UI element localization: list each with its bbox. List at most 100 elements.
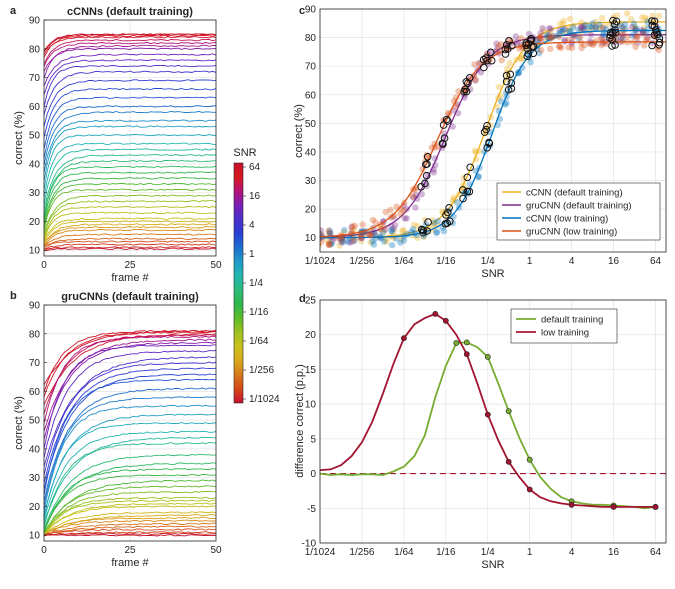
data-point bbox=[471, 61, 478, 68]
data-point bbox=[560, 26, 567, 33]
data-point bbox=[472, 77, 479, 84]
panel-c-xticks: 1/1024 1/256 1/64 1/16 1/4 1 4 16 64 bbox=[305, 256, 662, 267]
data-point bbox=[389, 225, 397, 232]
highlighted-point bbox=[611, 26, 619, 34]
series-line bbox=[44, 171, 216, 222]
series-line bbox=[44, 177, 216, 225]
data-point bbox=[589, 20, 596, 27]
series-line bbox=[44, 38, 216, 65]
y-tick-label: 60 bbox=[305, 90, 317, 101]
legend-label: cCNN (low training) bbox=[526, 214, 608, 225]
data-point bbox=[536, 34, 543, 42]
panel-a-xticks: 0 25 50 bbox=[41, 260, 222, 271]
highlighted-point bbox=[610, 20, 619, 28]
panel-d-axes-box bbox=[319, 299, 667, 544]
data-point bbox=[630, 20, 638, 27]
highlighted-point bbox=[464, 79, 472, 87]
series-line bbox=[44, 247, 216, 252]
data-point bbox=[397, 205, 404, 212]
panel-b-title: gruCNNs (default training) bbox=[61, 291, 199, 303]
data-point bbox=[326, 230, 333, 237]
highlighted-point bbox=[443, 117, 452, 125]
data-point bbox=[326, 227, 333, 234]
series-line bbox=[44, 505, 216, 536]
data-point bbox=[624, 10, 631, 17]
data-point bbox=[400, 226, 407, 234]
panel-a-ylabel: correct (%) bbox=[13, 111, 25, 165]
data-point bbox=[641, 24, 648, 31]
data-point bbox=[598, 42, 605, 49]
data-point bbox=[556, 20, 564, 27]
series-line bbox=[44, 387, 216, 502]
x-tick-label: 1/256 bbox=[349, 256, 374, 267]
fit-curve bbox=[320, 41, 666, 238]
data-point bbox=[400, 202, 407, 209]
series-line bbox=[44, 41, 216, 67]
data-point bbox=[440, 227, 448, 235]
difference-marker bbox=[568, 501, 575, 508]
data-point bbox=[390, 227, 398, 234]
data-point bbox=[560, 28, 567, 36]
data-point bbox=[358, 235, 365, 242]
data-point bbox=[537, 29, 544, 37]
data-point bbox=[392, 222, 399, 229]
data-point bbox=[400, 207, 407, 214]
highlighted-point bbox=[524, 50, 533, 58]
data-point bbox=[556, 30, 563, 37]
series-line bbox=[44, 220, 216, 244]
y-tick-label: 70 bbox=[29, 73, 41, 84]
y-tick-label: 20 bbox=[29, 502, 41, 513]
data-point bbox=[366, 232, 374, 239]
colorbar-ticks: 64 16 4 1 1/4 1/16 1/64 1/256 1/1024 bbox=[243, 162, 280, 405]
highlighted-point bbox=[463, 173, 472, 182]
panel-d: -10 -5 0 5 10 15 20 25 1/1024 1/256 1/64 1/16 1/4 1 4… bbox=[294, 296, 667, 571]
panel-label-a: a bbox=[10, 5, 17, 17]
series-line bbox=[44, 246, 216, 252]
data-point bbox=[601, 22, 608, 30]
panel-d-xticks: 1/1024 1/256 1/64 1/16 1/4 1 4 16 64 bbox=[305, 547, 662, 558]
data-point bbox=[380, 238, 388, 245]
data-point bbox=[497, 41, 504, 48]
data-point bbox=[320, 230, 324, 238]
data-point bbox=[327, 240, 334, 248]
data-point bbox=[325, 240, 332, 247]
x-tick-label: 1/16 bbox=[436, 547, 456, 558]
series-line bbox=[44, 53, 216, 87]
series-line bbox=[44, 159, 216, 216]
highlighted-point bbox=[485, 138, 493, 147]
series-line bbox=[44, 211, 216, 241]
series-line bbox=[44, 516, 216, 536]
data-point bbox=[329, 238, 336, 245]
data-point bbox=[640, 42, 648, 49]
series-line bbox=[44, 532, 216, 537]
series-line bbox=[44, 468, 216, 534]
data-point bbox=[547, 45, 554, 52]
data-point bbox=[634, 32, 641, 40]
data-point bbox=[634, 39, 642, 46]
data-point bbox=[550, 33, 557, 40]
highlighted-point bbox=[423, 227, 431, 235]
panel-a-axes-box bbox=[43, 19, 217, 257]
data-point bbox=[575, 35, 582, 42]
data-point bbox=[565, 27, 572, 34]
series-line bbox=[44, 79, 216, 127]
data-point bbox=[371, 230, 378, 238]
series-line bbox=[44, 240, 216, 250]
y-tick-label: 80 bbox=[29, 329, 41, 340]
data-point bbox=[359, 221, 366, 228]
data-point bbox=[379, 229, 387, 236]
highlighted-point bbox=[504, 86, 513, 94]
series-line bbox=[44, 453, 216, 530]
x-tick-label: 0 bbox=[41, 260, 47, 271]
colorbar-tick-label: 1/64 bbox=[249, 336, 269, 347]
series-line bbox=[44, 226, 216, 245]
panel-c-xlabel: SNR bbox=[481, 268, 504, 280]
data-point bbox=[358, 237, 365, 244]
data-point bbox=[367, 231, 374, 239]
series-line bbox=[44, 462, 216, 532]
colorbar-tick-label: 1/16 bbox=[249, 307, 269, 318]
series-line bbox=[44, 422, 216, 519]
data-point bbox=[578, 23, 585, 31]
data-point bbox=[340, 238, 347, 246]
